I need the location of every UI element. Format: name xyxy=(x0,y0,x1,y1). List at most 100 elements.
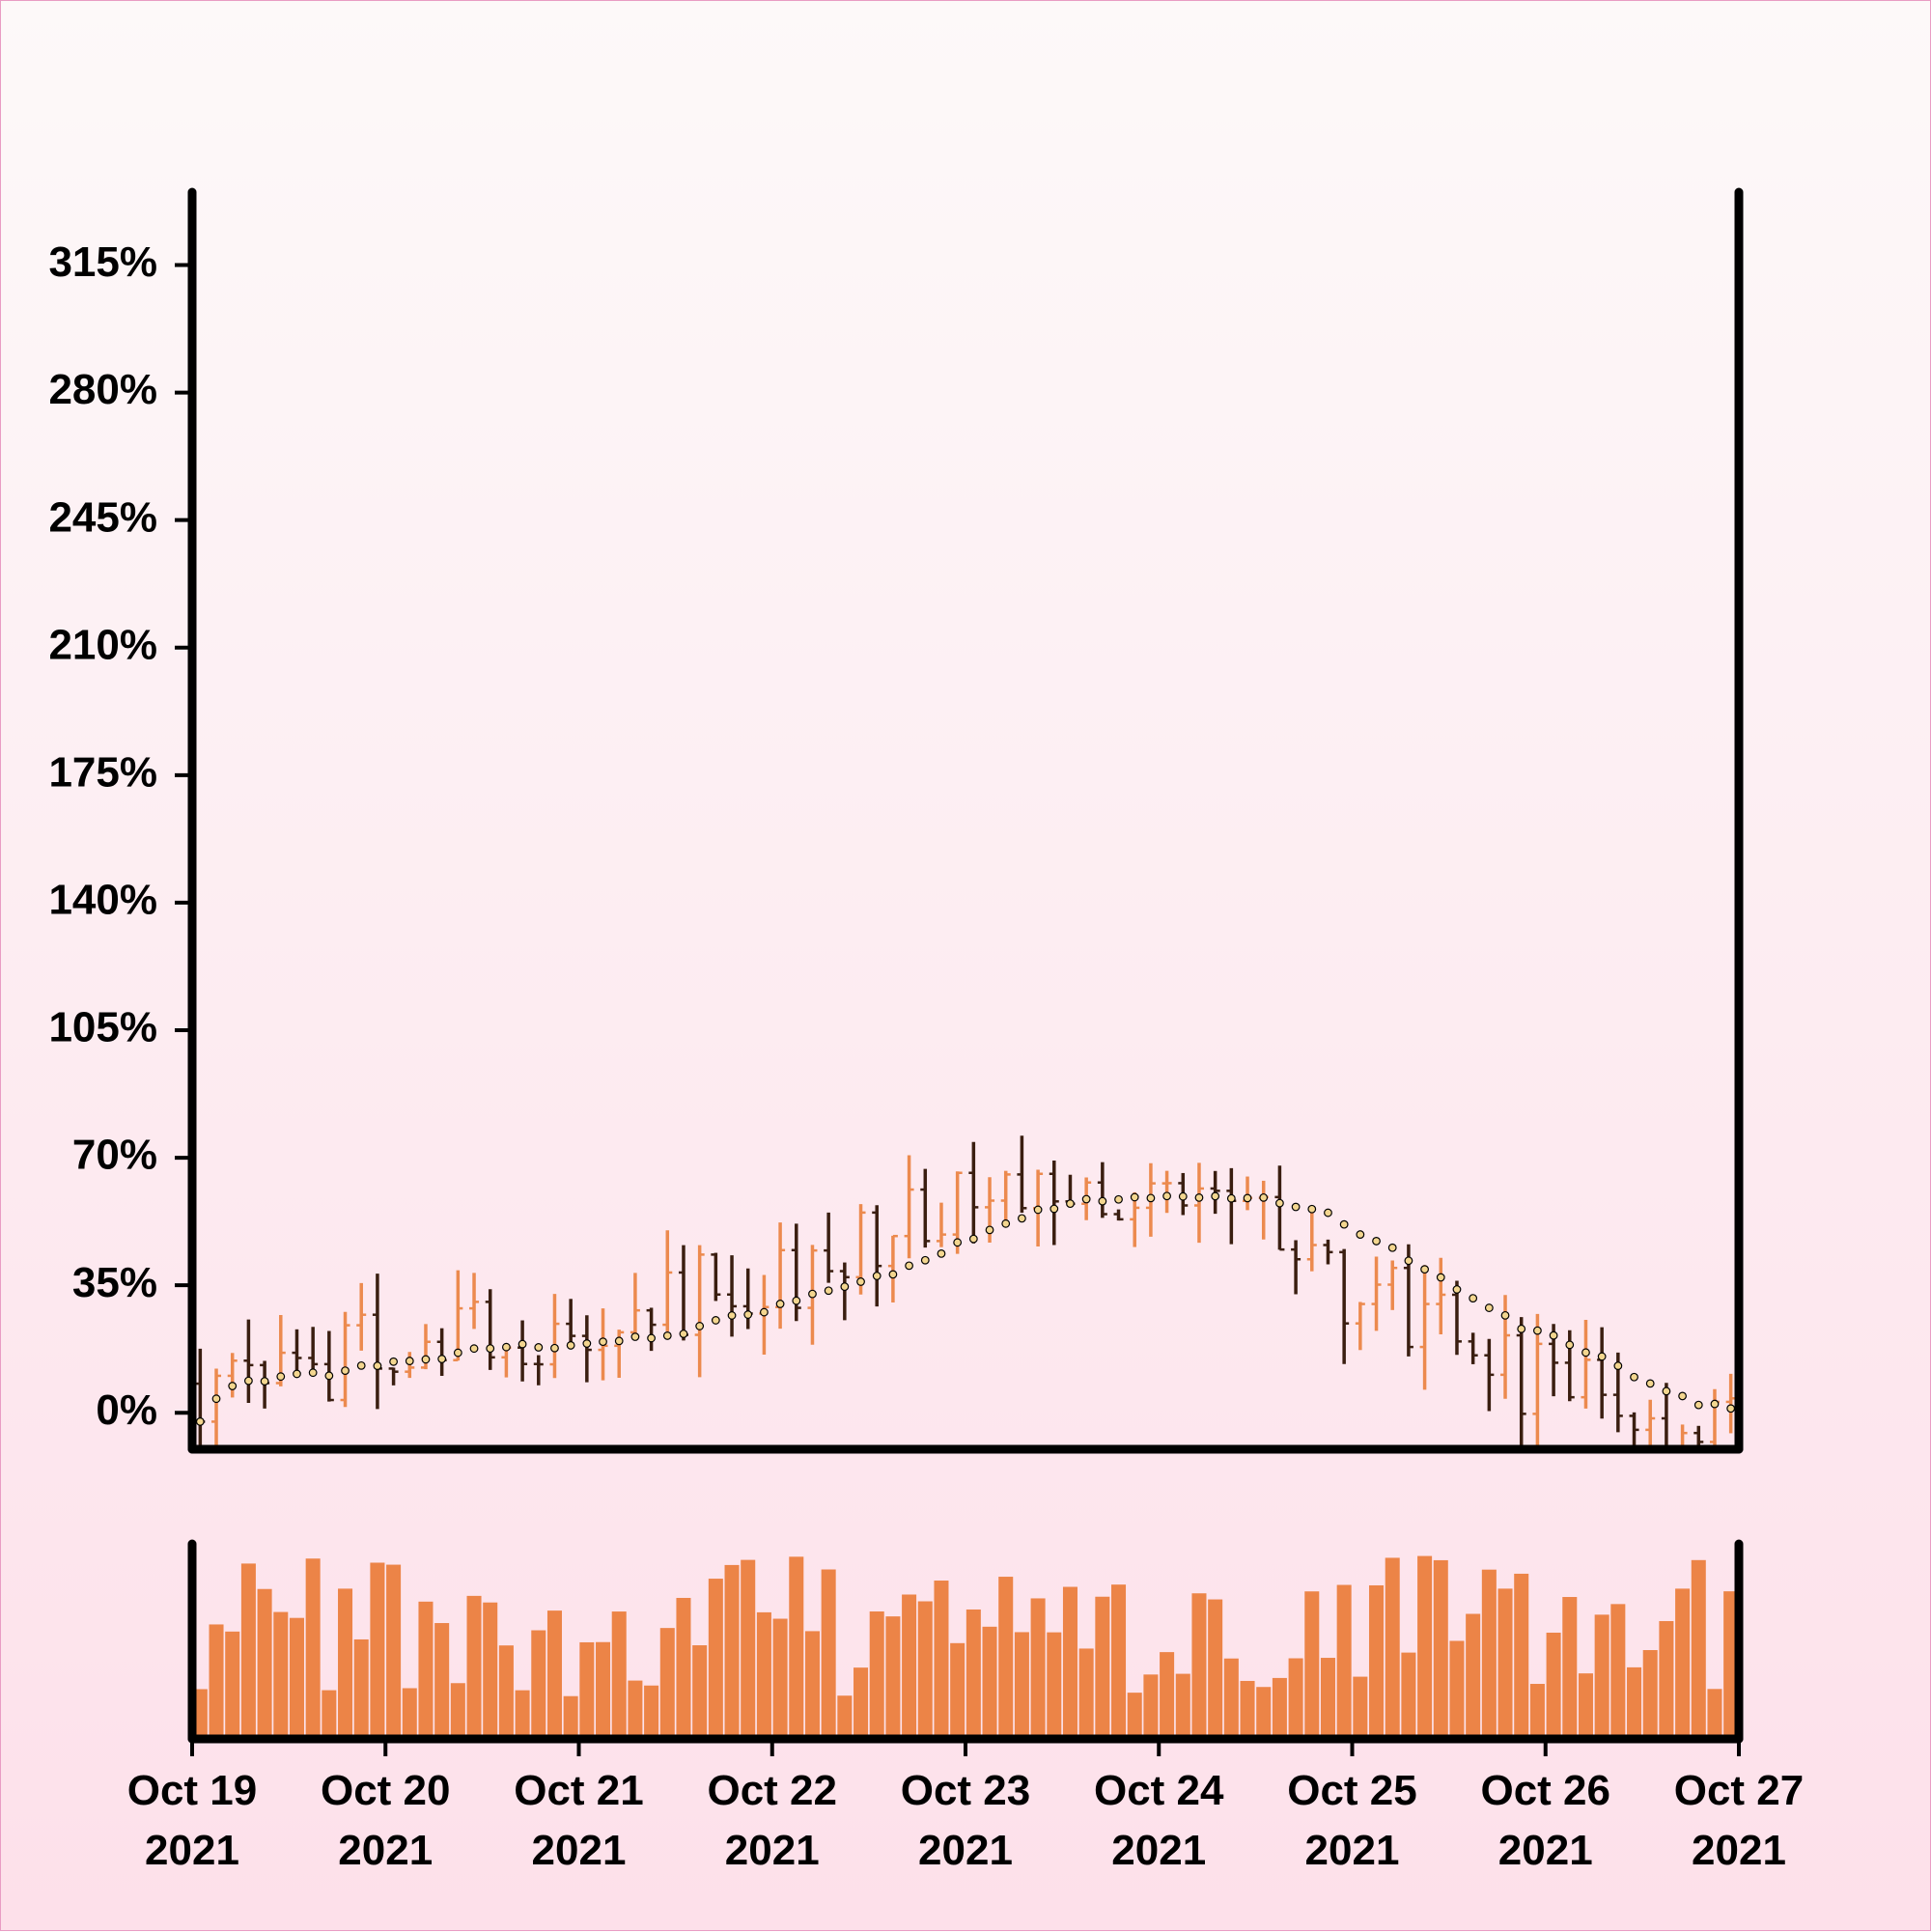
volume-bar xyxy=(885,1616,901,1739)
moving-average-point xyxy=(405,1357,414,1365)
ohlc-bar xyxy=(549,1294,560,1379)
volume-bar xyxy=(934,1581,949,1739)
volume-bar xyxy=(240,1563,256,1739)
moving-average-point xyxy=(630,1332,640,1341)
moving-average-point xyxy=(1645,1379,1655,1388)
ohlc-bar xyxy=(1243,1176,1253,1211)
y-axis: 0% 35% 70% 105% 140% 175% 210% 245% 280% 315% xyxy=(48,238,192,1434)
moving-average-point xyxy=(566,1341,575,1350)
ohlc-bar xyxy=(727,1255,738,1337)
volume-bar xyxy=(644,1685,659,1739)
volume-bar xyxy=(1675,1588,1691,1739)
ohlc-bar xyxy=(356,1282,367,1351)
moving-average-point xyxy=(1436,1273,1445,1282)
volume-bar xyxy=(579,1641,595,1739)
moving-average-point xyxy=(953,1238,963,1247)
moving-average-point xyxy=(293,1369,301,1379)
ohlc-bar xyxy=(791,1223,801,1322)
volume-bar xyxy=(1143,1674,1159,1739)
volume-bar xyxy=(804,1631,820,1739)
x-tick-label-year: 2021 xyxy=(918,1827,1013,1874)
volume-bar xyxy=(515,1690,530,1739)
volume-bar xyxy=(708,1579,723,1739)
moving-average-point xyxy=(1662,1386,1671,1396)
moving-average-point xyxy=(373,1361,382,1370)
volume-bar xyxy=(531,1630,546,1739)
volume-bar xyxy=(982,1626,997,1739)
moving-average-point xyxy=(228,1382,238,1390)
volume-bar xyxy=(1578,1673,1593,1739)
ohlc-bar xyxy=(775,1222,786,1330)
ohlc-bar xyxy=(292,1329,302,1370)
volume-bar xyxy=(563,1695,578,1739)
volume-bar xyxy=(837,1695,853,1739)
volume-bar xyxy=(1659,1620,1674,1739)
ohlc-bar xyxy=(1113,1209,1124,1221)
x-tick-label-year: 2021 xyxy=(1692,1827,1786,1874)
moving-average-point xyxy=(1533,1326,1542,1335)
volume-bar xyxy=(628,1680,643,1739)
moving-average-point xyxy=(1356,1230,1365,1239)
moving-average-point xyxy=(1098,1196,1107,1206)
volume-bar xyxy=(998,1577,1014,1739)
moving-average-point xyxy=(599,1337,607,1347)
y-tick-label: 35% xyxy=(72,1259,157,1306)
ohlc-bar xyxy=(372,1274,382,1410)
ohlc-bar xyxy=(662,1230,673,1331)
moving-average-point xyxy=(1324,1208,1332,1218)
x-tick-label-year: 2021 xyxy=(1498,1827,1593,1874)
moving-average-point xyxy=(534,1343,544,1352)
y-tick-label: 280% xyxy=(48,366,157,413)
volume-bar xyxy=(1562,1597,1578,1739)
volume-bar xyxy=(1481,1569,1497,1739)
volume-bar xyxy=(322,1690,337,1739)
ohlc-bar xyxy=(904,1155,914,1259)
volume-bar xyxy=(225,1631,240,1739)
volume-bar xyxy=(1175,1673,1190,1739)
moving-average-point xyxy=(1693,1400,1703,1410)
ohlc-bar xyxy=(1130,1191,1140,1247)
moving-average-point xyxy=(1226,1193,1236,1203)
volume-bar xyxy=(1514,1573,1529,1739)
y-tick-label: 70% xyxy=(72,1132,157,1179)
ohlc-bar xyxy=(1419,1265,1430,1390)
moving-average-point xyxy=(276,1372,286,1382)
moving-average-point xyxy=(211,1394,221,1404)
moving-average-point xyxy=(711,1316,720,1325)
volume-bar xyxy=(1078,1648,1094,1739)
volume-bar xyxy=(902,1594,917,1739)
moving-average-point xyxy=(1259,1192,1269,1202)
x-tick-label-year: 2021 xyxy=(532,1827,627,1874)
volume-bar xyxy=(1127,1693,1142,1739)
ohlc-bar xyxy=(533,1355,544,1386)
volume-bar xyxy=(289,1617,304,1739)
moving-average-point xyxy=(1114,1194,1123,1204)
x-tick-label-date: Oct 25 xyxy=(1287,1767,1417,1814)
moving-average-point xyxy=(1484,1303,1494,1312)
volume-bar xyxy=(950,1642,966,1739)
moving-average-point xyxy=(872,1272,882,1280)
ohlc-bar xyxy=(646,1307,657,1352)
moving-average-point xyxy=(1469,1294,1478,1303)
moving-average-point xyxy=(662,1331,672,1340)
volume-bar xyxy=(1433,1559,1448,1739)
volume-bar xyxy=(821,1569,836,1739)
moving-average-point xyxy=(1420,1265,1429,1274)
ohlc-bar xyxy=(678,1245,688,1341)
volume-bar xyxy=(1691,1559,1706,1739)
ohlc-bar xyxy=(518,1320,528,1382)
moving-average-point xyxy=(1549,1330,1558,1340)
moving-average-point xyxy=(1081,1194,1091,1204)
ohlc-bar xyxy=(1193,1162,1204,1244)
moving-average-point xyxy=(1049,1204,1059,1214)
volume-bar xyxy=(1449,1640,1465,1739)
ohlc-bar xyxy=(968,1141,979,1244)
volume-bar xyxy=(1111,1584,1127,1739)
volume-bar xyxy=(1707,1689,1722,1739)
moving-average-point xyxy=(937,1249,946,1258)
volume-bar xyxy=(724,1564,740,1739)
volume-bar xyxy=(1353,1676,1368,1739)
x-tick-label-date: Oct 21 xyxy=(514,1767,644,1814)
moving-average-point xyxy=(1275,1198,1284,1208)
